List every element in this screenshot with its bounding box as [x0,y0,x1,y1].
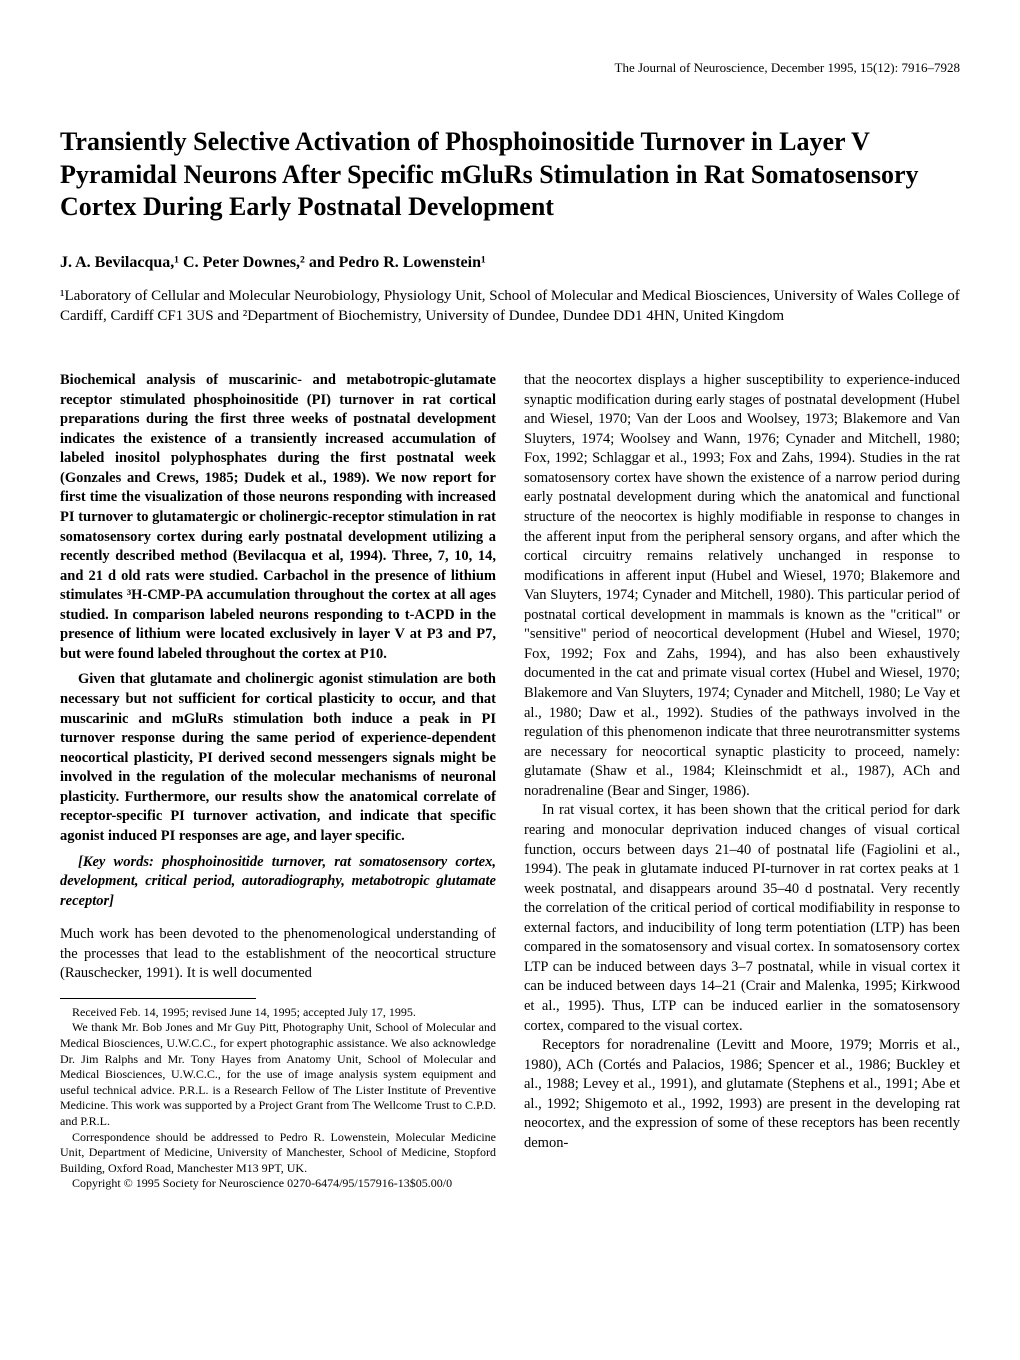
abstract-paragraph-2: Given that glutamate and cholinergic ago… [60,670,496,846]
footnotes-block: Received Feb. 14, 1995; revised June 14,… [60,1005,496,1192]
body-text-right: that the neocortex displays a higher sus… [524,371,960,1154]
footnote-received: Received Feb. 14, 1995; revised June 14,… [60,1005,496,1021]
article-title: Transiently Selective Activation of Phos… [60,126,960,224]
abstract-block: Biochemical analysis of muscarinic- and … [60,371,496,847]
page-container: The Journal of Neuroscience, December 19… [0,0,1020,1232]
footnote-correspondence: Correspondence should be addressed to Pe… [60,1130,496,1177]
body-paragraph-3: Receptors for noradrenaline (Levitt and … [524,1036,960,1153]
body-paragraph-2: In rat visual cortex, it has been shown … [524,801,960,1036]
intro-paragraph: Much work has been devoted to the phenom… [60,925,496,984]
two-column-layout: Biochemical analysis of muscarinic- and … [60,371,960,1192]
affiliations: ¹Laboratory of Cellular and Molecular Ne… [60,286,960,327]
footnote-divider [60,998,256,999]
right-column: that the neocortex displays a higher sus… [524,371,960,1192]
footnote-copyright: Copyright © 1995 Society for Neuroscienc… [60,1176,496,1192]
body-paragraph-1: that the neocortex displays a higher sus… [524,371,960,801]
footnote-acknowledgments: We thank Mr. Bob Jones and Mr Guy Pitt, … [60,1020,496,1129]
running-head: The Journal of Neuroscience, December 19… [60,60,960,76]
intro-text: Much work has been devoted to the phenom… [60,925,496,984]
authors-line: J. A. Bevilacqua,¹ C. Peter Downes,² and… [60,254,960,272]
keywords-line: [Key words: phosphoinositide turnover, r… [60,853,496,912]
left-column: Biochemical analysis of muscarinic- and … [60,371,496,1192]
abstract-paragraph-1: Biochemical analysis of muscarinic- and … [60,371,496,664]
